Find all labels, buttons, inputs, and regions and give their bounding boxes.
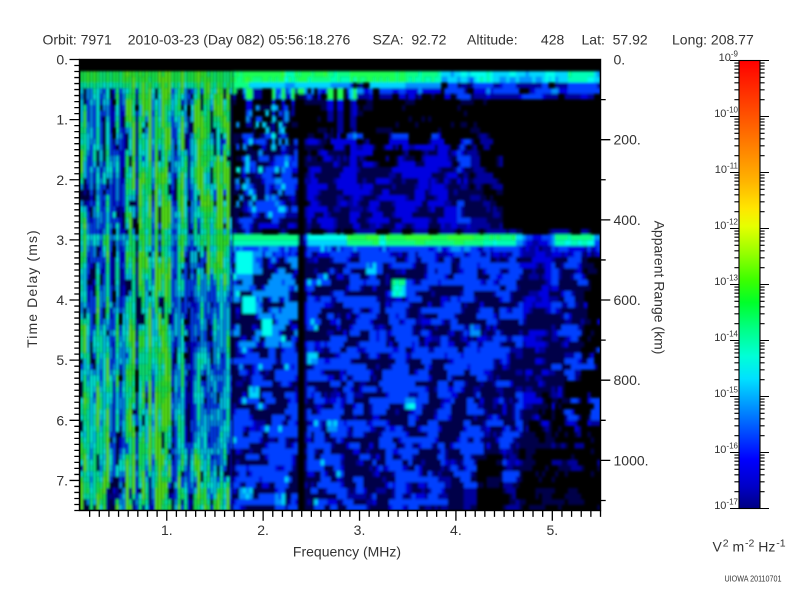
svg-text:Time Delay (ms): Time Delay (ms) bbox=[24, 229, 40, 348]
svg-text:Frequency (MHz): Frequency (MHz) bbox=[293, 544, 401, 560]
svg-text:Apparent Range (km): Apparent Range (km) bbox=[652, 221, 668, 355]
svg-text:10-11: 10-11 bbox=[715, 162, 739, 177]
svg-text:3.: 3. bbox=[354, 522, 366, 538]
svg-text:1.: 1. bbox=[56, 112, 68, 128]
svg-text:V 2 m -2 Hz -1: V 2 m -2 Hz -1 bbox=[713, 538, 786, 555]
svg-text:200.: 200. bbox=[614, 132, 641, 148]
svg-text:10-13: 10-13 bbox=[714, 274, 738, 289]
svg-text:600.: 600. bbox=[614, 292, 641, 308]
svg-text:UIOWA 20110701: UIOWA 20110701 bbox=[725, 575, 782, 584]
svg-text:0.: 0. bbox=[614, 52, 626, 68]
svg-text:10-16: 10-16 bbox=[714, 442, 738, 457]
svg-text:1000.: 1000. bbox=[614, 452, 649, 468]
svg-text:10-9: 10-9 bbox=[719, 50, 739, 65]
svg-text:4.: 4. bbox=[56, 292, 68, 308]
svg-text:4.: 4. bbox=[450, 522, 462, 538]
svg-text:10-15: 10-15 bbox=[714, 386, 738, 401]
svg-text:800.: 800. bbox=[614, 372, 641, 388]
svg-text:1.: 1. bbox=[161, 522, 173, 538]
svg-text:400.: 400. bbox=[614, 212, 641, 228]
svg-text:2.: 2. bbox=[56, 172, 68, 188]
svg-text:10-12: 10-12 bbox=[714, 218, 738, 233]
svg-text:6.: 6. bbox=[56, 412, 68, 428]
svg-text:10-14: 10-14 bbox=[714, 330, 738, 345]
svg-text:5.: 5. bbox=[546, 522, 558, 538]
svg-text:0.: 0. bbox=[56, 52, 68, 68]
svg-text:7.: 7. bbox=[56, 472, 68, 488]
svg-text:5.: 5. bbox=[56, 352, 68, 368]
svg-text:2.: 2. bbox=[257, 522, 269, 538]
svg-text:3.: 3. bbox=[56, 232, 68, 248]
svg-text:10-17: 10-17 bbox=[714, 498, 738, 513]
svg-text:10-10: 10-10 bbox=[714, 106, 738, 121]
